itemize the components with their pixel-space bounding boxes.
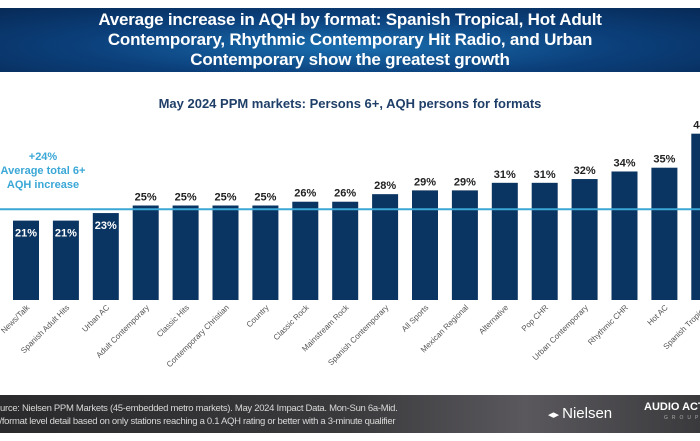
data-label: 44% xyxy=(693,120,700,132)
bar xyxy=(691,133,700,300)
data-label: 23% xyxy=(95,220,117,232)
page-title: Average increase in AQH by format: Spani… xyxy=(98,10,602,69)
data-label: 31% xyxy=(534,169,556,181)
data-label: 28% xyxy=(374,180,396,192)
category-label: Rhythmic CHR xyxy=(586,303,630,347)
bar xyxy=(531,182,558,300)
bar xyxy=(451,190,478,300)
bar xyxy=(252,205,279,300)
bar xyxy=(611,171,638,300)
data-label: 29% xyxy=(414,176,436,188)
data-label: 25% xyxy=(254,192,276,204)
reference-value-label: +24% xyxy=(29,151,58,163)
reference-label-line1: Average total 6+ xyxy=(1,165,86,177)
data-label: 21% xyxy=(15,228,37,240)
bar xyxy=(13,220,39,300)
category-label: Classic Rock xyxy=(272,302,312,342)
nielsen-dots-icon: ◂▸ xyxy=(548,409,563,421)
data-label: 31% xyxy=(494,169,516,181)
bar xyxy=(132,205,159,300)
category-label: Alternative xyxy=(477,303,510,336)
bar xyxy=(571,179,598,300)
bar xyxy=(172,205,199,300)
bar xyxy=(92,213,119,300)
data-label: 26% xyxy=(294,188,316,200)
nielsen-logo: ◂▸ Nielsen xyxy=(548,405,613,422)
data-label: 32% xyxy=(574,165,596,177)
chart-title: May 2024 PPM markets: Persons 6+, AQH pe… xyxy=(158,96,542,111)
category-label: Pop CHR xyxy=(520,303,550,333)
data-label: 35% xyxy=(653,154,675,166)
data-label: 25% xyxy=(135,192,157,204)
bar xyxy=(52,220,79,300)
data-label: 34% xyxy=(613,157,635,169)
title-banner: Average increase in AQH by format: Spani… xyxy=(0,8,700,72)
bar xyxy=(292,201,319,300)
category-label: Classic Hits xyxy=(155,303,191,339)
bar xyxy=(651,167,678,300)
bar xyxy=(372,194,399,300)
bar xyxy=(332,201,359,300)
data-label: 25% xyxy=(214,192,236,204)
category-label: Hot AC xyxy=(646,303,670,327)
data-label: 29% xyxy=(454,176,476,188)
audio-active-group-logo: AUDIO ACTIVEGROUP xyxy=(644,401,700,422)
bar xyxy=(491,182,518,300)
bar xyxy=(212,205,239,300)
source-line-2: Station/format level detail based on onl… xyxy=(0,416,396,427)
data-label: 26% xyxy=(334,188,356,200)
reference-label-line2: AQH increase xyxy=(7,179,79,191)
footer: Source: Nielsen PPM Markets (45-embedded… xyxy=(0,395,700,433)
category-label: News/Talk xyxy=(0,302,32,335)
data-label: 25% xyxy=(175,192,197,204)
data-label: 21% xyxy=(55,228,77,240)
category-label: Urban AC xyxy=(80,303,111,334)
category-label: All Sports xyxy=(400,303,431,334)
bar xyxy=(412,190,438,300)
category-label: Country xyxy=(245,303,271,329)
source-line-1: Source: Nielsen PPM Markets (45-embedded… xyxy=(0,403,398,414)
